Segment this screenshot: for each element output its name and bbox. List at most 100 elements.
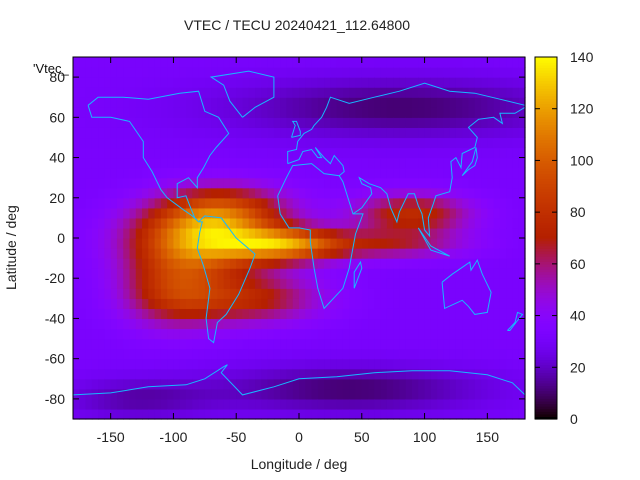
x-tick-label: 150 (476, 429, 500, 445)
heatmap-cell (286, 147, 294, 159)
heatmap-cell (273, 368, 281, 380)
heatmap-cell (449, 67, 457, 78)
heatmap-cell (336, 328, 344, 340)
heatmap-cell (286, 67, 294, 78)
heatmap-cell (330, 348, 338, 360)
heatmap-cell (481, 318, 488, 330)
heatmap-cell (217, 368, 225, 380)
heatmap-cell (129, 227, 137, 239)
heatmap-cell (186, 238, 193, 249)
heatmap-cell (305, 177, 313, 189)
heatmap-cell (192, 378, 200, 390)
heatmap-cell (173, 147, 181, 159)
heatmap-cell (273, 358, 281, 370)
heatmap-cell (135, 97, 143, 108)
colorbar-swatch (535, 183, 557, 187)
heatmap-cell (160, 87, 168, 98)
heatmap-cell (148, 147, 156, 159)
heatmap-cell (85, 177, 93, 189)
heatmap-cell (349, 57, 357, 68)
heatmap-cell (192, 248, 200, 259)
heatmap-cell (506, 308, 514, 320)
heatmap-cell (430, 147, 438, 159)
heatmap-cell (424, 97, 432, 108)
heatmap-cell (506, 398, 514, 410)
heatmap-cell (79, 197, 87, 209)
heatmap-cell (273, 67, 281, 78)
heatmap-cell (154, 358, 162, 370)
heatmap-cell (91, 308, 99, 320)
heatmap-cell (305, 167, 313, 179)
colorbar-swatch (535, 235, 557, 239)
colorbar-swatch (535, 126, 557, 130)
heatmap-cell (393, 348, 401, 360)
heatmap-cell (261, 77, 269, 88)
heatmap-cell (393, 338, 401, 350)
heatmap-cell (73, 87, 80, 98)
heatmap-cell (110, 177, 118, 189)
heatmap-cell (154, 167, 162, 179)
heatmap-cell (418, 57, 426, 68)
heatmap-cell (110, 268, 118, 279)
heatmap-cell (292, 368, 300, 380)
heatmap-cell (129, 408, 137, 420)
heatmap-cell (324, 348, 331, 360)
heatmap-cell (499, 57, 507, 68)
heatmap-cell (167, 167, 175, 179)
colorbar-swatch (535, 139, 557, 143)
heatmap-cell (286, 77, 294, 88)
heatmap-cell (248, 227, 256, 239)
heatmap-cell (455, 308, 463, 320)
heatmap-cell (116, 147, 124, 159)
heatmap-cell (129, 127, 137, 139)
heatmap-cell (474, 127, 482, 139)
heatmap-cell (355, 408, 363, 420)
colorbar-swatch (535, 119, 557, 123)
heatmap-cell (399, 328, 407, 340)
colorbar-swatch (535, 406, 557, 410)
heatmap-cell (160, 217, 168, 229)
heatmap-cell (299, 258, 306, 269)
heatmap-cell (299, 187, 306, 199)
heatmap-cell (79, 348, 87, 360)
heatmap-cell (418, 127, 426, 139)
heatmap-cell (399, 398, 407, 410)
heatmap-cell (349, 328, 357, 340)
heatmap-cell (443, 207, 451, 219)
heatmap-cell (324, 268, 331, 279)
heatmap-cell (286, 388, 294, 400)
heatmap-cell (104, 107, 112, 118)
heatmap-cell (493, 107, 501, 118)
heatmap-cell (487, 97, 495, 108)
heatmap-cell (512, 378, 520, 390)
heatmap-cell (412, 187, 419, 199)
heatmap-cell (399, 338, 407, 350)
heatmap-cell (192, 238, 200, 249)
heatmap-cell (324, 197, 331, 209)
heatmap-cell (506, 368, 514, 380)
heatmap-cell (317, 57, 325, 68)
heatmap-cell (399, 167, 407, 179)
heatmap-cell (286, 318, 294, 330)
heatmap-cell (292, 107, 300, 118)
heatmap-cell (179, 57, 187, 68)
heatmap-cell (506, 318, 514, 330)
heatmap-cell (167, 117, 175, 128)
heatmap-cell (386, 378, 394, 390)
heatmap-cell (506, 227, 514, 239)
heatmap-cell (179, 368, 187, 380)
heatmap-cell (299, 378, 306, 390)
heatmap-cell (204, 77, 212, 88)
heatmap-cell (512, 157, 520, 169)
heatmap-cell (361, 167, 369, 179)
heatmap-cell (273, 87, 281, 98)
heatmap-cell (468, 398, 476, 410)
heatmap-cell (223, 328, 231, 340)
heatmap-cell (186, 107, 193, 118)
heatmap-cell (242, 288, 250, 299)
heatmap-cell (292, 127, 300, 139)
heatmap-cell (167, 207, 175, 219)
heatmap-cell (186, 207, 193, 219)
heatmap-cell (179, 308, 187, 320)
heatmap-cell (455, 258, 463, 269)
